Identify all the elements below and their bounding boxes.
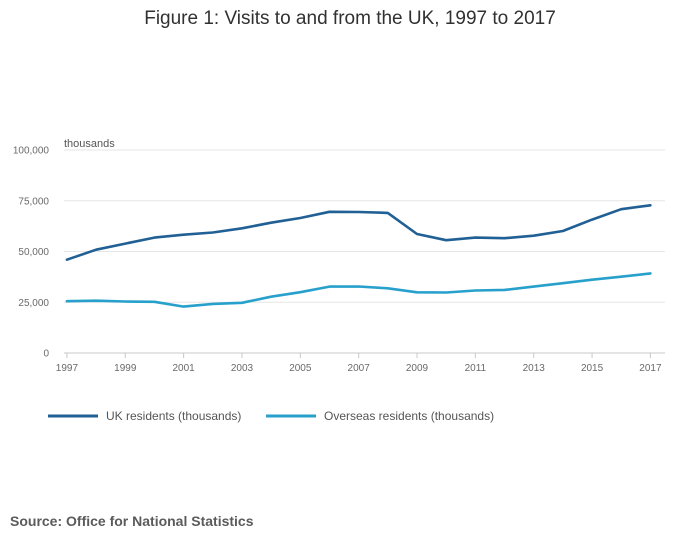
x-tick-label-0: 1997 (56, 363, 79, 374)
y-tick-label-2: 50,000 (18, 247, 49, 258)
x-tick-label-5: 2007 (348, 363, 371, 374)
y-tick-label-1: 25,000 (18, 298, 49, 309)
series-line-0 (65, 204, 652, 261)
series-line-1 (65, 272, 652, 308)
y-axis-ticks: 0 25,000 50,000 75,000 100,000 (13, 146, 50, 360)
x-tick-label-4: 2005 (289, 363, 312, 374)
x-tick-label-3: 2003 (231, 363, 254, 374)
y-tick-label-3: 75,000 (18, 196, 49, 207)
x-tick-label-7: 2011 (465, 363, 487, 374)
legend-label-0: UK residents (thousands) (106, 409, 241, 423)
y-axis-unit-label: thousands (64, 138, 115, 150)
x-tick-label-8: 2013 (523, 363, 546, 374)
gridlines (64, 149, 665, 354)
source-note: Source: Office for National Statistics (10, 513, 254, 529)
legend: UK residents (thousands) Overseas residen… (48, 409, 494, 423)
chart-title: Figure 1: Visits to and from the UK, 199… (144, 8, 556, 29)
x-axis-ticks: 1997 1999 2001 2003 2005 2007 2009 2011 2013 2015… (56, 353, 662, 374)
y-tick-label-0: 0 (43, 349, 49, 360)
x-tick-label-10: 2017 (639, 363, 662, 374)
x-tick-label-2: 2001 (172, 363, 195, 374)
x-tick-label-9: 2015 (581, 363, 604, 374)
x-tick-label-1: 1999 (114, 363, 137, 374)
y-tick-label-4: 100,000 (13, 146, 50, 157)
x-tick-label-6: 2009 (406, 363, 429, 374)
series-lines (65, 204, 652, 308)
legend-label-1: Overseas residents (thousands) (324, 409, 494, 423)
